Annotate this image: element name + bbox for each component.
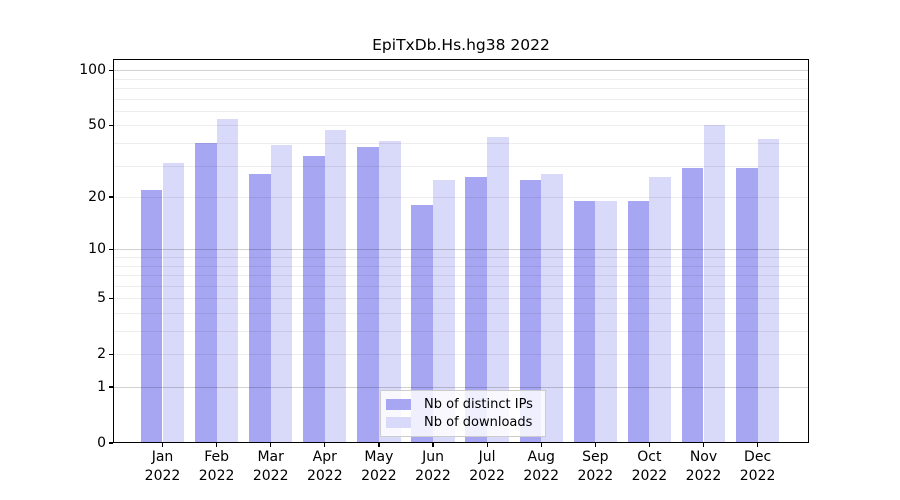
bar-downloads-feb <box>216 119 239 443</box>
x-tick-label: Jun 2022 <box>415 449 451 484</box>
x-tick-label: Sep 2022 <box>577 449 614 484</box>
y-tick-mark <box>108 353 113 355</box>
x-tick-mark <box>215 442 218 447</box>
bar-downloads-mar <box>270 145 293 443</box>
y-tick-mark <box>108 124 113 126</box>
bar-downloads-dec <box>757 139 780 443</box>
legend-row-distinct-ips: Nb of distinct IPs <box>386 397 539 412</box>
y-tick-label: 100 <box>79 62 106 79</box>
x-tick-mark <box>648 442 651 447</box>
bar-distinct-ips-nov <box>681 168 704 443</box>
x-tick-label: Jan 2022 <box>144 449 181 484</box>
x-tick-label: Nov 2022 <box>685 449 722 484</box>
bar-distinct-ips-dec <box>735 168 758 443</box>
chart-title: EpiTxDb.Hs.hg38 2022 <box>372 36 550 54</box>
legend-row-downloads: Nb of downloads <box>386 415 539 430</box>
x-tick-mark <box>594 442 596 447</box>
x-tick-label: Jul 2022 <box>469 449 505 484</box>
y-tick-mark <box>108 386 113 388</box>
bar-distinct-ips-jun <box>411 205 433 443</box>
y-gridline-major <box>113 70 809 72</box>
bar-distinct-ips-sep <box>573 201 596 443</box>
x-tick-label: Mar 2022 <box>252 449 289 484</box>
bar-downloads-jun <box>433 179 455 443</box>
x-tick-label: Feb 2022 <box>198 449 235 484</box>
y-gridline-minor <box>113 78 809 80</box>
x-tick-mark <box>540 442 542 447</box>
x-tick-label: Apr 2022 <box>306 449 343 484</box>
bar-distinct-ips-jan <box>140 189 163 443</box>
legend: Nb of distinct IPs Nb of downloads <box>380 390 546 437</box>
y-tick-mark <box>108 196 113 198</box>
y-tick-mark <box>108 248 113 250</box>
legend-label-downloads: Nb of downloads <box>424 415 533 431</box>
bar-distinct-ips-may <box>357 147 379 443</box>
y-gridline-minor <box>113 98 809 100</box>
y-tick-mark <box>108 69 113 71</box>
x-tick-label: Dec 2022 <box>739 449 776 484</box>
y-tick-label: 2 <box>97 346 106 363</box>
bar-downloads-may <box>378 141 401 443</box>
y-tick-label: 10 <box>88 241 106 258</box>
legend-label-distinct-ips: Nb of distinct IPs <box>424 396 533 412</box>
x-tick-mark <box>757 442 759 447</box>
x-tick-mark <box>432 442 434 447</box>
x-tick-mark <box>270 442 272 447</box>
x-tick-mark <box>324 442 326 447</box>
x-tick-label: Aug 2022 <box>523 449 559 484</box>
y-tick-label: 0 <box>97 435 106 451</box>
bar-downloads-jul <box>487 137 509 443</box>
bar-distinct-ips-jul <box>465 176 488 443</box>
bar-distinct-ips-mar <box>249 173 271 443</box>
x-tick-mark <box>486 442 488 447</box>
bar-distinct-ips-aug <box>519 179 542 443</box>
bar-downloads-oct <box>649 176 672 443</box>
bar-distinct-ips-feb <box>194 143 217 443</box>
x-tick-label: Oct 2022 <box>631 449 668 484</box>
x-tick-mark <box>161 442 164 447</box>
legend-swatch-downloads <box>386 417 411 429</box>
x-tick-mark <box>378 442 380 447</box>
bar-downloads-aug <box>541 173 563 443</box>
plot-area <box>113 59 809 443</box>
bar-distinct-ips-apr <box>303 155 325 443</box>
y-gridline-minor <box>113 110 809 112</box>
y-tick-label: 20 <box>88 189 106 206</box>
legend-swatch-distinct-ips <box>386 398 411 410</box>
y-tick-label: 50 <box>88 117 106 134</box>
bar-downloads-apr <box>324 130 347 443</box>
y-tick-label: 5 <box>97 290 106 307</box>
bar-downloads-sep <box>595 201 617 443</box>
y-gridline-minor <box>113 88 809 89</box>
bar-distinct-ips-oct <box>627 201 650 443</box>
y-tick-label: 1 <box>97 379 106 395</box>
bar-downloads-nov <box>703 125 726 443</box>
x-tick-label: May 2022 <box>361 449 397 484</box>
y-tick-mark <box>108 442 113 444</box>
y-tick-mark <box>108 297 113 299</box>
x-tick-mark <box>702 442 705 447</box>
bar-downloads-jan <box>162 163 185 443</box>
